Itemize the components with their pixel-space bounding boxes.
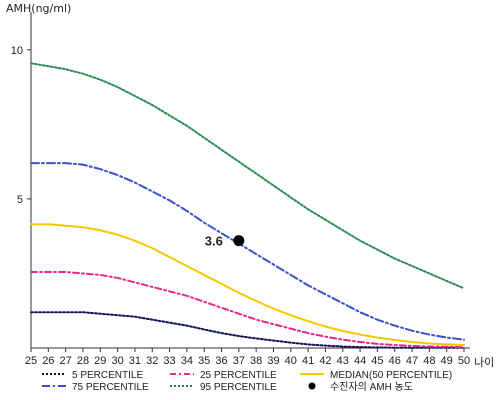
series-line-5-percentile (30, 311, 465, 349)
x-tick-label: 29 (94, 355, 106, 367)
x-tick-label: 31 (129, 355, 141, 367)
x-tick-label: 45 (371, 355, 383, 367)
x-tick-label: 46 (389, 355, 401, 367)
legend-label-25-percentile: 25 PERCENTILE (200, 370, 277, 381)
patient-amh-value-label: 3.6 (205, 234, 223, 249)
x-tick-label: 28 (77, 355, 89, 367)
legend-swatch-patient-amh (308, 382, 316, 390)
x-tick-label: 35 (198, 355, 210, 367)
x-tick-label: 39 (267, 355, 279, 367)
x-tick-label: 49 (441, 355, 453, 367)
legend-label-75-percentile: 75 PERCENTILE (72, 382, 149, 393)
x-tick-label: 27 (60, 355, 72, 367)
x-tick-label: 25 (25, 355, 37, 367)
x-tick-label: 38 (250, 355, 262, 367)
series-line-75-percentile (30, 162, 465, 341)
x-tick-label: 50 (458, 355, 470, 367)
legend-label-patient-amh: 수진자의 AMH 농도 (330, 381, 413, 393)
x-tick-label: 36 (215, 355, 227, 367)
x-tick-label: 30 (111, 355, 123, 367)
legend-label-95-percentile: 95 PERCENTILE (200, 382, 277, 393)
x-tick-label: 43 (337, 355, 349, 367)
x-tick-label: 48 (423, 355, 435, 367)
x-tick-label: 34 (181, 355, 193, 367)
series-line-25-percentile (30, 270, 465, 349)
patient-amh-point (233, 235, 245, 247)
x-tick-label: 32 (146, 355, 158, 367)
x-tick-label: 47 (406, 355, 418, 367)
y-tick-label: 10 (11, 45, 23, 57)
x-tick-label: 41 (302, 355, 314, 367)
x-tick-label: 26 (42, 355, 54, 367)
legend-label-median-50-percentile: MEDIAN(50 PERCENTILE) (330, 370, 452, 381)
series-line-95-percentile (30, 62, 465, 290)
x-tick-label: 42 (319, 355, 331, 367)
x-tick-label: 37 (233, 355, 245, 367)
x-axis-title: 나이 (474, 356, 494, 369)
legend-label-5-percentile: 5 PERCENTILE (72, 370, 143, 381)
series-line-median-50-percentile (30, 223, 465, 347)
x-tick-label: 33 (163, 355, 175, 367)
y-tick-label: 5 (17, 194, 23, 206)
y-axis-title: AMH(ng/ml) (6, 2, 71, 15)
x-tick-label: 40 (285, 355, 297, 367)
x-tick-label: 44 (354, 355, 366, 367)
